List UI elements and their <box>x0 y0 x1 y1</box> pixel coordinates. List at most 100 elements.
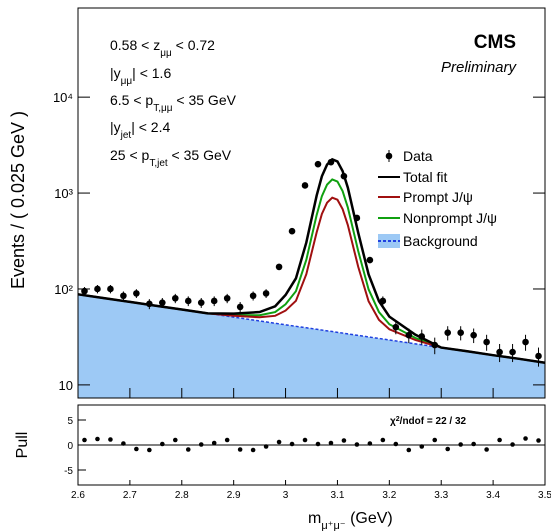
pull-point <box>121 441 126 446</box>
pull-point <box>393 441 399 447</box>
y-tick-label: 10² <box>54 282 73 297</box>
data-point <box>262 290 270 297</box>
annotation: 25 < pT,jet < 35 GeV <box>110 147 232 169</box>
x-axis-title: mμ⁺μ⁻ (GeV) <box>308 510 393 531</box>
x-tick-label: 3.4 <box>486 490 500 501</box>
main-frame <box>77 7 546 399</box>
data-point <box>236 303 244 311</box>
pull-point <box>315 441 321 447</box>
chi2-text-part: 2 <box>396 416 400 423</box>
data-point <box>535 352 542 360</box>
experiment-label: CMS <box>474 32 516 53</box>
data-point <box>133 290 140 297</box>
pull-point <box>497 437 502 443</box>
data-point <box>275 263 283 271</box>
pull-point <box>250 447 256 453</box>
annotation-part: 0.58 < z <box>110 37 160 53</box>
pull-point <box>185 447 191 452</box>
pull-point <box>134 446 139 452</box>
pull-point <box>160 441 165 447</box>
x-tick-label: 2.8 <box>175 490 189 501</box>
annotation-part: < 35 GeV <box>168 147 232 163</box>
pull-point <box>211 440 217 446</box>
pull-point <box>341 438 347 443</box>
annotation-part: T,jet <box>149 158 168 169</box>
data-point <box>496 348 503 356</box>
data-point <box>457 329 464 337</box>
data-point <box>301 182 309 189</box>
pull-point <box>302 437 308 443</box>
y-tick-label: 10⁴ <box>53 90 73 105</box>
annotation-part: T,μμ <box>153 103 173 114</box>
annotation-part: < 0.72 <box>172 37 215 53</box>
legend-label: Total fit <box>403 169 447 185</box>
pull-point <box>510 442 515 447</box>
annotation-part: |y <box>110 65 121 81</box>
pull-point <box>108 437 113 442</box>
data-point <box>210 297 218 305</box>
data-point <box>405 331 413 339</box>
pull-point <box>276 439 282 445</box>
data-point <box>444 329 452 337</box>
x-tick-label: 3 <box>283 490 289 501</box>
legend-marker <box>385 152 393 160</box>
pull-point <box>354 442 360 447</box>
legend-label: Nonprompt J/ψ <box>403 210 497 226</box>
x-tick-label: 3.5 <box>538 490 551 501</box>
x-tick-label: 2.6 <box>71 490 85 501</box>
data-point <box>107 285 114 293</box>
legend-label: Prompt J/ψ <box>403 189 473 205</box>
pull-y-tick-label: -5 <box>64 466 73 477</box>
pull-point <box>82 437 87 443</box>
x-axis-title-part: (GeV) <box>346 510 393 527</box>
data-point <box>366 256 374 264</box>
annotation: 6.5 < pT,μμ < 35 GeV <box>110 92 237 114</box>
pull-point <box>263 444 269 449</box>
chi2-text-part: /ndof = 22 / 32 <box>400 416 467 427</box>
annotation-part: μμ <box>121 76 133 87</box>
data-point <box>171 294 179 302</box>
data-point <box>223 294 231 302</box>
data-point <box>94 285 101 293</box>
data-point <box>522 338 529 346</box>
data-point <box>431 341 439 349</box>
annotation-part: |y <box>110 119 121 135</box>
annotation-part: 25 < p <box>110 147 150 163</box>
pull-point <box>367 441 373 446</box>
data-point <box>353 214 361 222</box>
pull-point <box>445 446 451 452</box>
data-point <box>146 300 153 308</box>
chi2-text: χ2/ndof = 22 / 32 <box>390 416 467 428</box>
legend-label: Background <box>403 233 478 249</box>
pull-point <box>172 437 178 443</box>
pull-axis-title: Pull <box>14 432 31 459</box>
chi2-text-part: χ <box>390 416 396 427</box>
pull-point <box>406 447 412 453</box>
pull-point <box>458 442 463 447</box>
x-tick-label: 2.9 <box>227 490 241 501</box>
pull-point <box>471 441 476 447</box>
x-tick-label: 3.3 <box>434 490 448 501</box>
pull-point <box>147 447 152 453</box>
data-point <box>470 331 477 339</box>
data-point <box>184 297 192 305</box>
annotation-part: 6.5 < p <box>110 92 153 108</box>
x-tick-label: 3.1 <box>330 490 344 501</box>
fit-curve <box>77 157 546 365</box>
pull-point <box>432 437 438 443</box>
annotation-part: | < 2.4 <box>131 119 170 135</box>
pull-point <box>237 447 243 452</box>
data-point <box>288 227 296 235</box>
legend-label: Data <box>403 148 433 164</box>
pull-point <box>198 442 204 447</box>
annotation: 0.58 < zμμ < 0.72 <box>110 37 215 59</box>
annotation-part: μμ <box>160 48 172 59</box>
data-point <box>120 292 127 300</box>
pull-point <box>419 444 425 449</box>
annotation: |yjet| < 2.4 <box>110 119 170 141</box>
pull-point <box>95 436 100 442</box>
data-point <box>314 160 322 168</box>
pull-point <box>536 438 541 443</box>
pull-y-tick-label: 0 <box>67 441 73 452</box>
